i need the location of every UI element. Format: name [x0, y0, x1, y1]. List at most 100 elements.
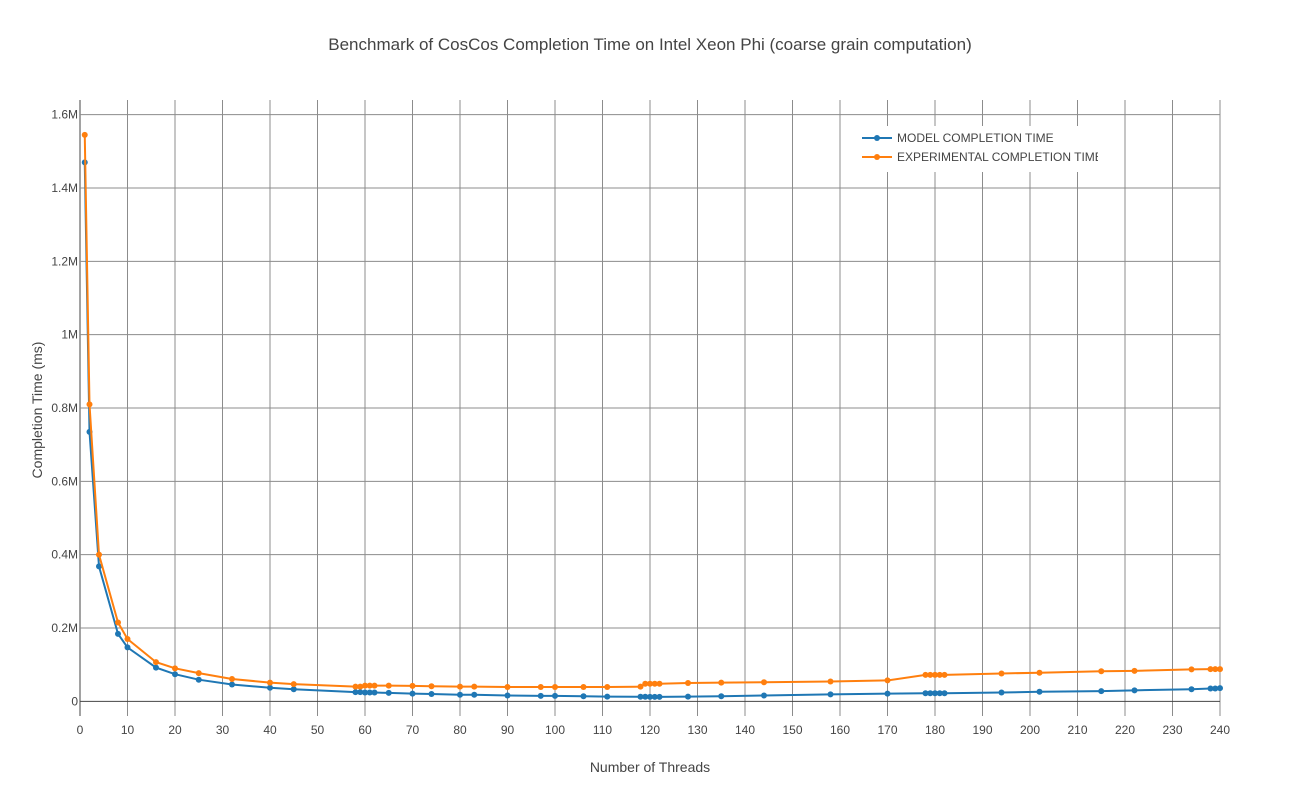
legend-label: MODEL COMPLETION TIME: [897, 131, 1054, 145]
data-point: [1131, 687, 1138, 694]
data-point: [1188, 686, 1195, 693]
data-point: [580, 693, 587, 700]
x-tick-label: 160: [830, 723, 850, 737]
data-point: [362, 689, 368, 696]
data-point: [642, 680, 649, 687]
series-line: [83, 134, 1220, 689]
data-point: [385, 682, 392, 689]
legend-swatch-marker: [874, 135, 880, 141]
series-1: [81, 131, 1223, 691]
data-point: [651, 693, 658, 700]
y-tick-label: 0.4M: [51, 548, 78, 562]
data-point: [552, 692, 558, 699]
x-tick-label: 30: [216, 723, 230, 737]
data-point: [124, 636, 131, 642]
legend-item: EXPERIMENTAL COMPLETION TIME: [862, 150, 1098, 164]
x-tick-label: 140: [735, 723, 755, 737]
data-point: [927, 671, 934, 678]
x-tick-label: 0: [77, 723, 84, 737]
data-point: [96, 551, 102, 558]
legend: MODEL COMPLETION TIME EXPERIMENTAL COMPLE…: [856, 126, 1098, 172]
data-point: [362, 682, 368, 689]
data-point: [647, 680, 653, 687]
x-tick-label: 230: [1162, 723, 1182, 737]
data-point: [172, 665, 178, 672]
data-point: [647, 693, 653, 700]
legend-item: MODEL COMPLETION TIME: [862, 131, 1054, 145]
data-point: [357, 689, 364, 696]
data-point: [642, 693, 649, 700]
x-tick-label: 110: [593, 723, 612, 737]
x-tick-label: 60: [358, 723, 372, 737]
x-tick-label: 170: [877, 723, 897, 737]
data-point: [86, 401, 93, 408]
x-tick-label: 10: [121, 723, 135, 737]
data-point: [1217, 685, 1223, 692]
data-point: [153, 664, 159, 671]
y-tick-label: 1.6M: [51, 108, 78, 122]
data-point: [537, 692, 544, 699]
data-point: [685, 693, 691, 700]
y-tick-label: 0.2M: [51, 621, 78, 635]
series-0: [81, 159, 1223, 700]
data-point: [998, 689, 1005, 696]
x-tick-label: 120: [640, 723, 660, 737]
series-layer: [81, 131, 1223, 700]
tick-labels: 0 10 20 30 40 50 60 70 80 90 100 110 120 130 140 150 160…: [51, 108, 1230, 737]
y-tick-label: 0: [71, 694, 78, 708]
series-line: [83, 162, 1221, 698]
x-tick-label: 130: [687, 723, 707, 737]
data-point: [371, 682, 378, 689]
x-axis-title: Number of Threads: [590, 759, 710, 775]
data-point: [81, 131, 88, 138]
y-tick-label: 0.8M: [51, 401, 78, 415]
data-point: [651, 680, 658, 687]
data-point: [471, 683, 478, 690]
data-point: [718, 679, 725, 686]
data-point: [936, 671, 943, 678]
data-point: [1098, 688, 1105, 695]
x-tick-label: 200: [1020, 723, 1040, 737]
data-point: [195, 676, 202, 683]
data-point: [718, 693, 725, 700]
y-tick-label: 1.2M: [51, 254, 78, 268]
data-point: [656, 693, 663, 700]
data-point: [352, 683, 359, 690]
data-point: [1212, 666, 1219, 673]
data-point: [1217, 666, 1223, 673]
x-tick-label: 190: [972, 723, 992, 737]
data-point: [685, 680, 691, 686]
data-point: [604, 684, 611, 691]
x-tick-label: 50: [311, 723, 325, 737]
data-point: [366, 682, 373, 689]
data-point: [385, 689, 392, 696]
y-tick-label: 1.4M: [51, 181, 78, 195]
data-point: [153, 659, 159, 666]
data-point: [357, 683, 364, 690]
data-point: [1207, 685, 1214, 692]
data-point: [537, 684, 544, 691]
data-point: [1036, 688, 1043, 695]
data-point: [932, 671, 938, 678]
x-tick-label: 220: [1115, 723, 1135, 737]
data-point: [366, 689, 373, 696]
x-tick-label: 90: [501, 723, 515, 737]
y-axis-title: Completion Time (ms): [29, 342, 45, 479]
x-tick-label: 240: [1210, 723, 1230, 737]
data-point: [656, 680, 663, 687]
data-point: [1212, 685, 1219, 692]
data-point: [1188, 666, 1195, 673]
data-point: [1036, 669, 1043, 676]
data-point: [637, 693, 644, 700]
data-point: [96, 563, 102, 570]
x-tick-label: 80: [453, 723, 467, 737]
data-point: [371, 689, 378, 696]
data-point: [352, 689, 359, 696]
chart-title: Benchmark of CosCos Completion Time on I…: [328, 35, 971, 54]
y-tick-label: 0.6M: [51, 474, 78, 488]
x-tick-label: 70: [406, 723, 420, 737]
data-point: [229, 675, 235, 682]
data-point: [761, 679, 767, 686]
data-point: [229, 681, 235, 688]
